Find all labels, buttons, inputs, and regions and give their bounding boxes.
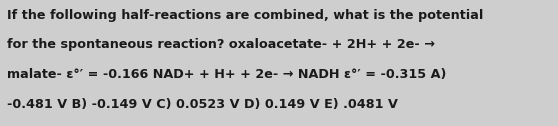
Text: If the following half-reactions are combined, what is the potential: If the following half-reactions are comb…: [7, 9, 483, 22]
Text: -0.481 V B) -0.149 V C) 0.0523 V D) 0.149 V E) .0481 V: -0.481 V B) -0.149 V C) 0.0523 V D) 0.14…: [7, 98, 397, 111]
Text: malate- ε°′ = -0.166 NAD+ + H+ + 2e- → NADH ε°′ = -0.315 A): malate- ε°′ = -0.166 NAD+ + H+ + 2e- → N…: [7, 68, 446, 81]
Text: for the spontaneous reaction? oxaloacetate- + 2H+ + 2e- →: for the spontaneous reaction? oxaloaceta…: [7, 38, 435, 51]
